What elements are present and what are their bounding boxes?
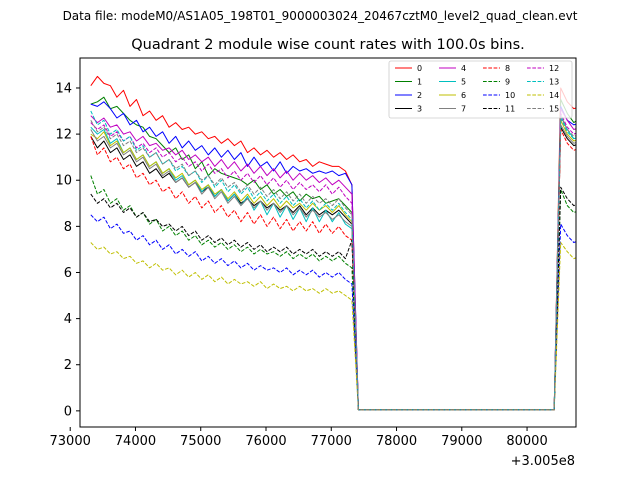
- x-tick-label: 78000: [376, 434, 417, 449]
- x-tick-label: 80000: [506, 434, 547, 449]
- plot-frame: [79, 57, 577, 428]
- plot-area: [80, 58, 576, 427]
- x-tick-label: 79000: [441, 434, 482, 449]
- legend-label-11: 11: [505, 105, 515, 114]
- y-tick-label: 0: [64, 404, 72, 419]
- series-line-13: [90, 110, 576, 411]
- y-tick-label: 4: [64, 312, 72, 327]
- legend-label-0: 0: [417, 64, 422, 73]
- x-offset-label: +3.005e8: [511, 454, 575, 469]
- legend-label-7: 7: [461, 105, 466, 114]
- y-tick-label: 12: [55, 128, 72, 143]
- y-tick-label: 10: [55, 174, 72, 189]
- legend-label-8: 8: [505, 64, 510, 73]
- series-line-10: [90, 214, 576, 411]
- chart-title: Quadrant 2 module wise count rates with …: [131, 37, 525, 53]
- legend-label-4: 4: [461, 64, 466, 73]
- x-tick-label: 73000: [50, 434, 91, 449]
- y-tick-label: 14: [55, 81, 72, 96]
- legend-label-15: 15: [549, 105, 559, 114]
- legend-label-14: 14: [549, 91, 559, 100]
- legend-label-12: 12: [549, 64, 559, 73]
- legend-label-5: 5: [461, 78, 466, 87]
- y-tick-label: 6: [64, 266, 72, 281]
- legend-label-9: 9: [505, 78, 510, 87]
- legend-label-3: 3: [417, 105, 422, 114]
- x-tick-label: 75000: [180, 434, 221, 449]
- legend-label-1: 1: [417, 78, 422, 87]
- x-tick-label: 76000: [245, 434, 286, 449]
- series-line-15: [90, 115, 576, 411]
- chart-supertitle: Data file: modeM0/AS1A05_198T01_90000030…: [63, 9, 578, 23]
- legend-frame: [388, 60, 573, 119]
- y-tick-label: 8: [64, 220, 72, 235]
- x-tick-label: 74000: [115, 434, 156, 449]
- legend-label-13: 13: [549, 78, 559, 87]
- legend-label-6: 6: [461, 91, 466, 100]
- x-tick-label: 77000: [311, 434, 352, 449]
- legend-label-2: 2: [417, 91, 422, 100]
- legend-label-10: 10: [505, 91, 515, 100]
- y-tick-label: 2: [64, 358, 72, 373]
